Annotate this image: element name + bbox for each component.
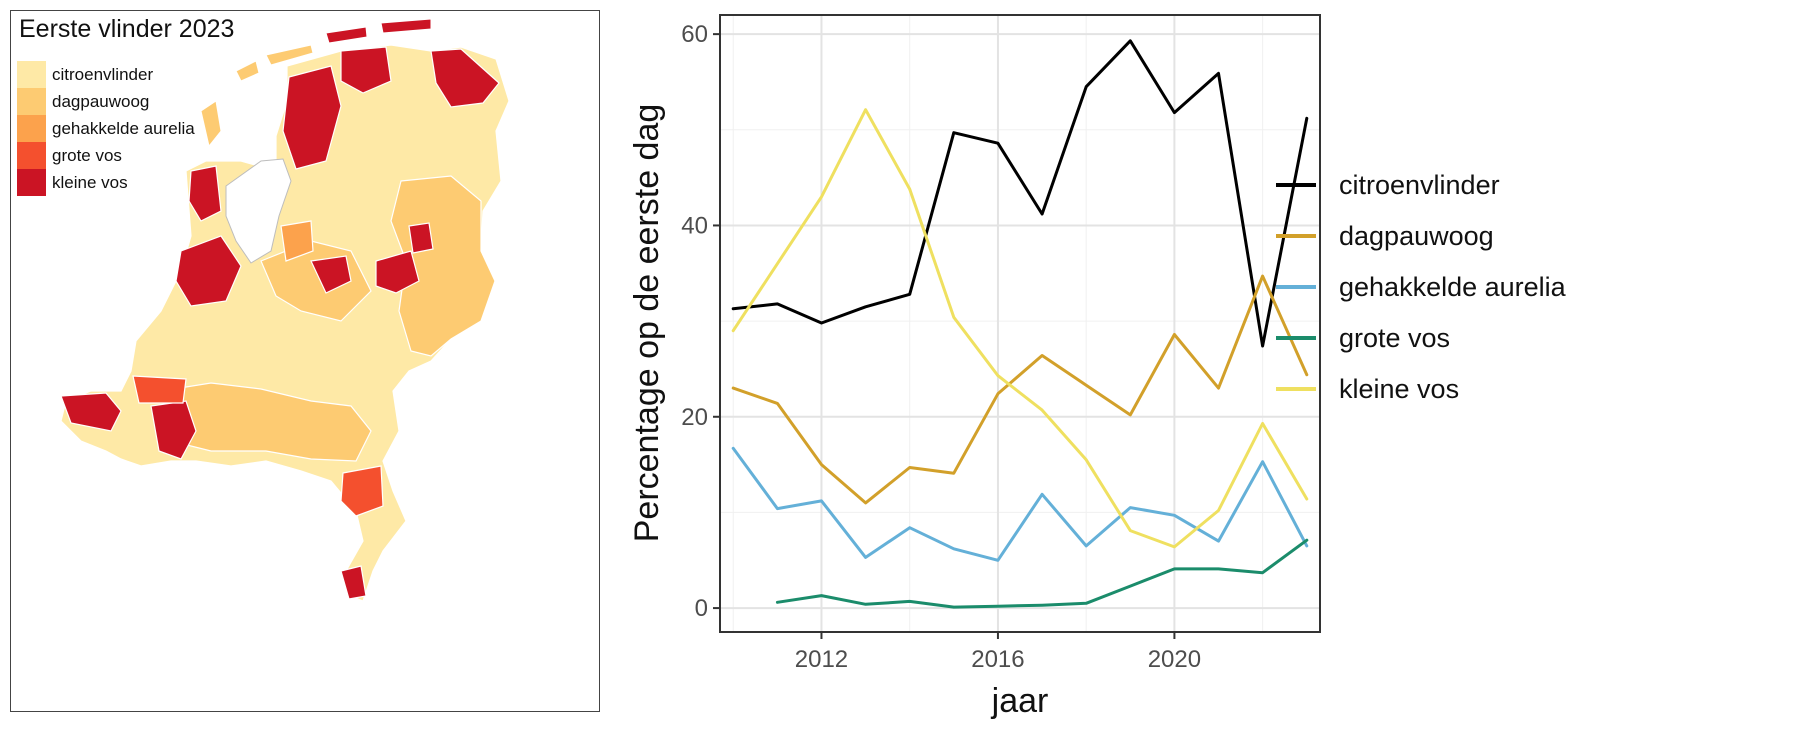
map-region-north-red: [282, 65, 342, 170]
legend-label: grote vos: [1339, 323, 1450, 353]
island-ameland: [325, 26, 368, 44]
y-tick-label: 20: [681, 404, 708, 431]
map-region-rotterdam-orange: [132, 375, 187, 404]
map-regions: [60, 44, 510, 602]
island-vlieland: [235, 60, 260, 82]
map-region-gelderland-red: [375, 250, 420, 294]
series-line-gehakkelde-aurelia: [731, 446, 1309, 562]
map-legend-label: dagpauwoog: [52, 91, 150, 111]
map-legend-swatch: [17, 115, 46, 142]
map-legend-label: gehakkelde aurelia: [52, 118, 195, 138]
plot-border: [719, 14, 1321, 633]
ijsselmeer-water: [225, 158, 292, 264]
map-region-limburg-red: [340, 565, 367, 600]
netherlands-map: [60, 18, 510, 602]
x-tick-label: 2016: [971, 646, 1024, 673]
map-legend-label: citroenvlinder: [52, 64, 154, 84]
island-terschelling: [265, 44, 314, 66]
x-tick-label: 2020: [1148, 646, 1201, 673]
map-legend-label: grote vos: [52, 145, 122, 165]
map-panel: Eerste vlinder 2023 citroenvlinder dagpa…: [10, 10, 600, 712]
map-legend-row: grote vos: [17, 142, 195, 169]
legend-label: kleine vos: [1339, 374, 1459, 404]
wadden-islands: [200, 18, 432, 148]
map-legend-swatch: [17, 61, 46, 88]
map-region-limburg-orange: [340, 465, 384, 517]
chart-legend: citroenvlinder dagpauwoog gehakkelde aurel…: [1276, 170, 1567, 404]
y-tick-label: 0: [695, 595, 708, 622]
map-region-south: [160, 382, 372, 462]
map-region-northeast-red: [340, 46, 392, 94]
y-tick-label: 60: [681, 21, 708, 48]
island-texel: [200, 100, 222, 148]
map-region-base: [60, 44, 510, 602]
legend-label: gehakkelde aurelia: [1339, 272, 1567, 302]
x-tick-label: 2012: [795, 646, 848, 673]
map-legend-row: gehakkelde aurelia: [17, 115, 195, 142]
map-region-orange-center: [280, 220, 314, 262]
y-axis-title: Percentage op de eerste dag: [628, 104, 666, 543]
legend-label: citroenvlinder: [1339, 170, 1500, 200]
map-title: Eerste vlinder 2023: [19, 15, 235, 43]
map-region-flevoland-red: [408, 222, 434, 254]
map-legend-row: dagpauwoog: [17, 88, 195, 115]
series-line-kleine-vos: [731, 108, 1309, 549]
series-line-citroenvlinder: [731, 39, 1309, 348]
series-layer: [731, 39, 1309, 609]
map-legend-swatch: [17, 142, 46, 169]
map-region-holland-red: [175, 235, 242, 307]
series-line-grote-vos: [775, 538, 1309, 609]
map-legend-label: kleine vos: [52, 172, 128, 192]
map-legend: citroenvlinder dagpauwoog gehakkelde aur…: [17, 61, 195, 196]
island-schiermonnikoog: [380, 18, 432, 34]
map-legend-row: kleine vos: [17, 169, 195, 196]
map-region-utrecht-red: [310, 255, 352, 294]
legend-label: dagpauwoog: [1339, 221, 1494, 251]
map-region-groningen-red: [430, 48, 500, 108]
map-region-zeeland-red: [60, 392, 122, 432]
map-legend-row: citroenvlinder: [17, 61, 195, 88]
ticks-layer: 2012 2016 2020 0 20 40 60: [681, 21, 1201, 673]
series-line-dagpauwoog: [731, 274, 1309, 505]
plot-panel: [720, 15, 1320, 632]
y-tick-label: 40: [681, 212, 708, 239]
x-axis-title: jaar: [991, 682, 1049, 720]
map-legend-swatch: [17, 169, 46, 196]
map-legend-swatch: [17, 88, 46, 115]
map-region-westcoast-red: [188, 165, 222, 222]
line-chart: 2012 2016 2020 0 20 40 60 jaar Percentage op d…: [628, 14, 1567, 720]
